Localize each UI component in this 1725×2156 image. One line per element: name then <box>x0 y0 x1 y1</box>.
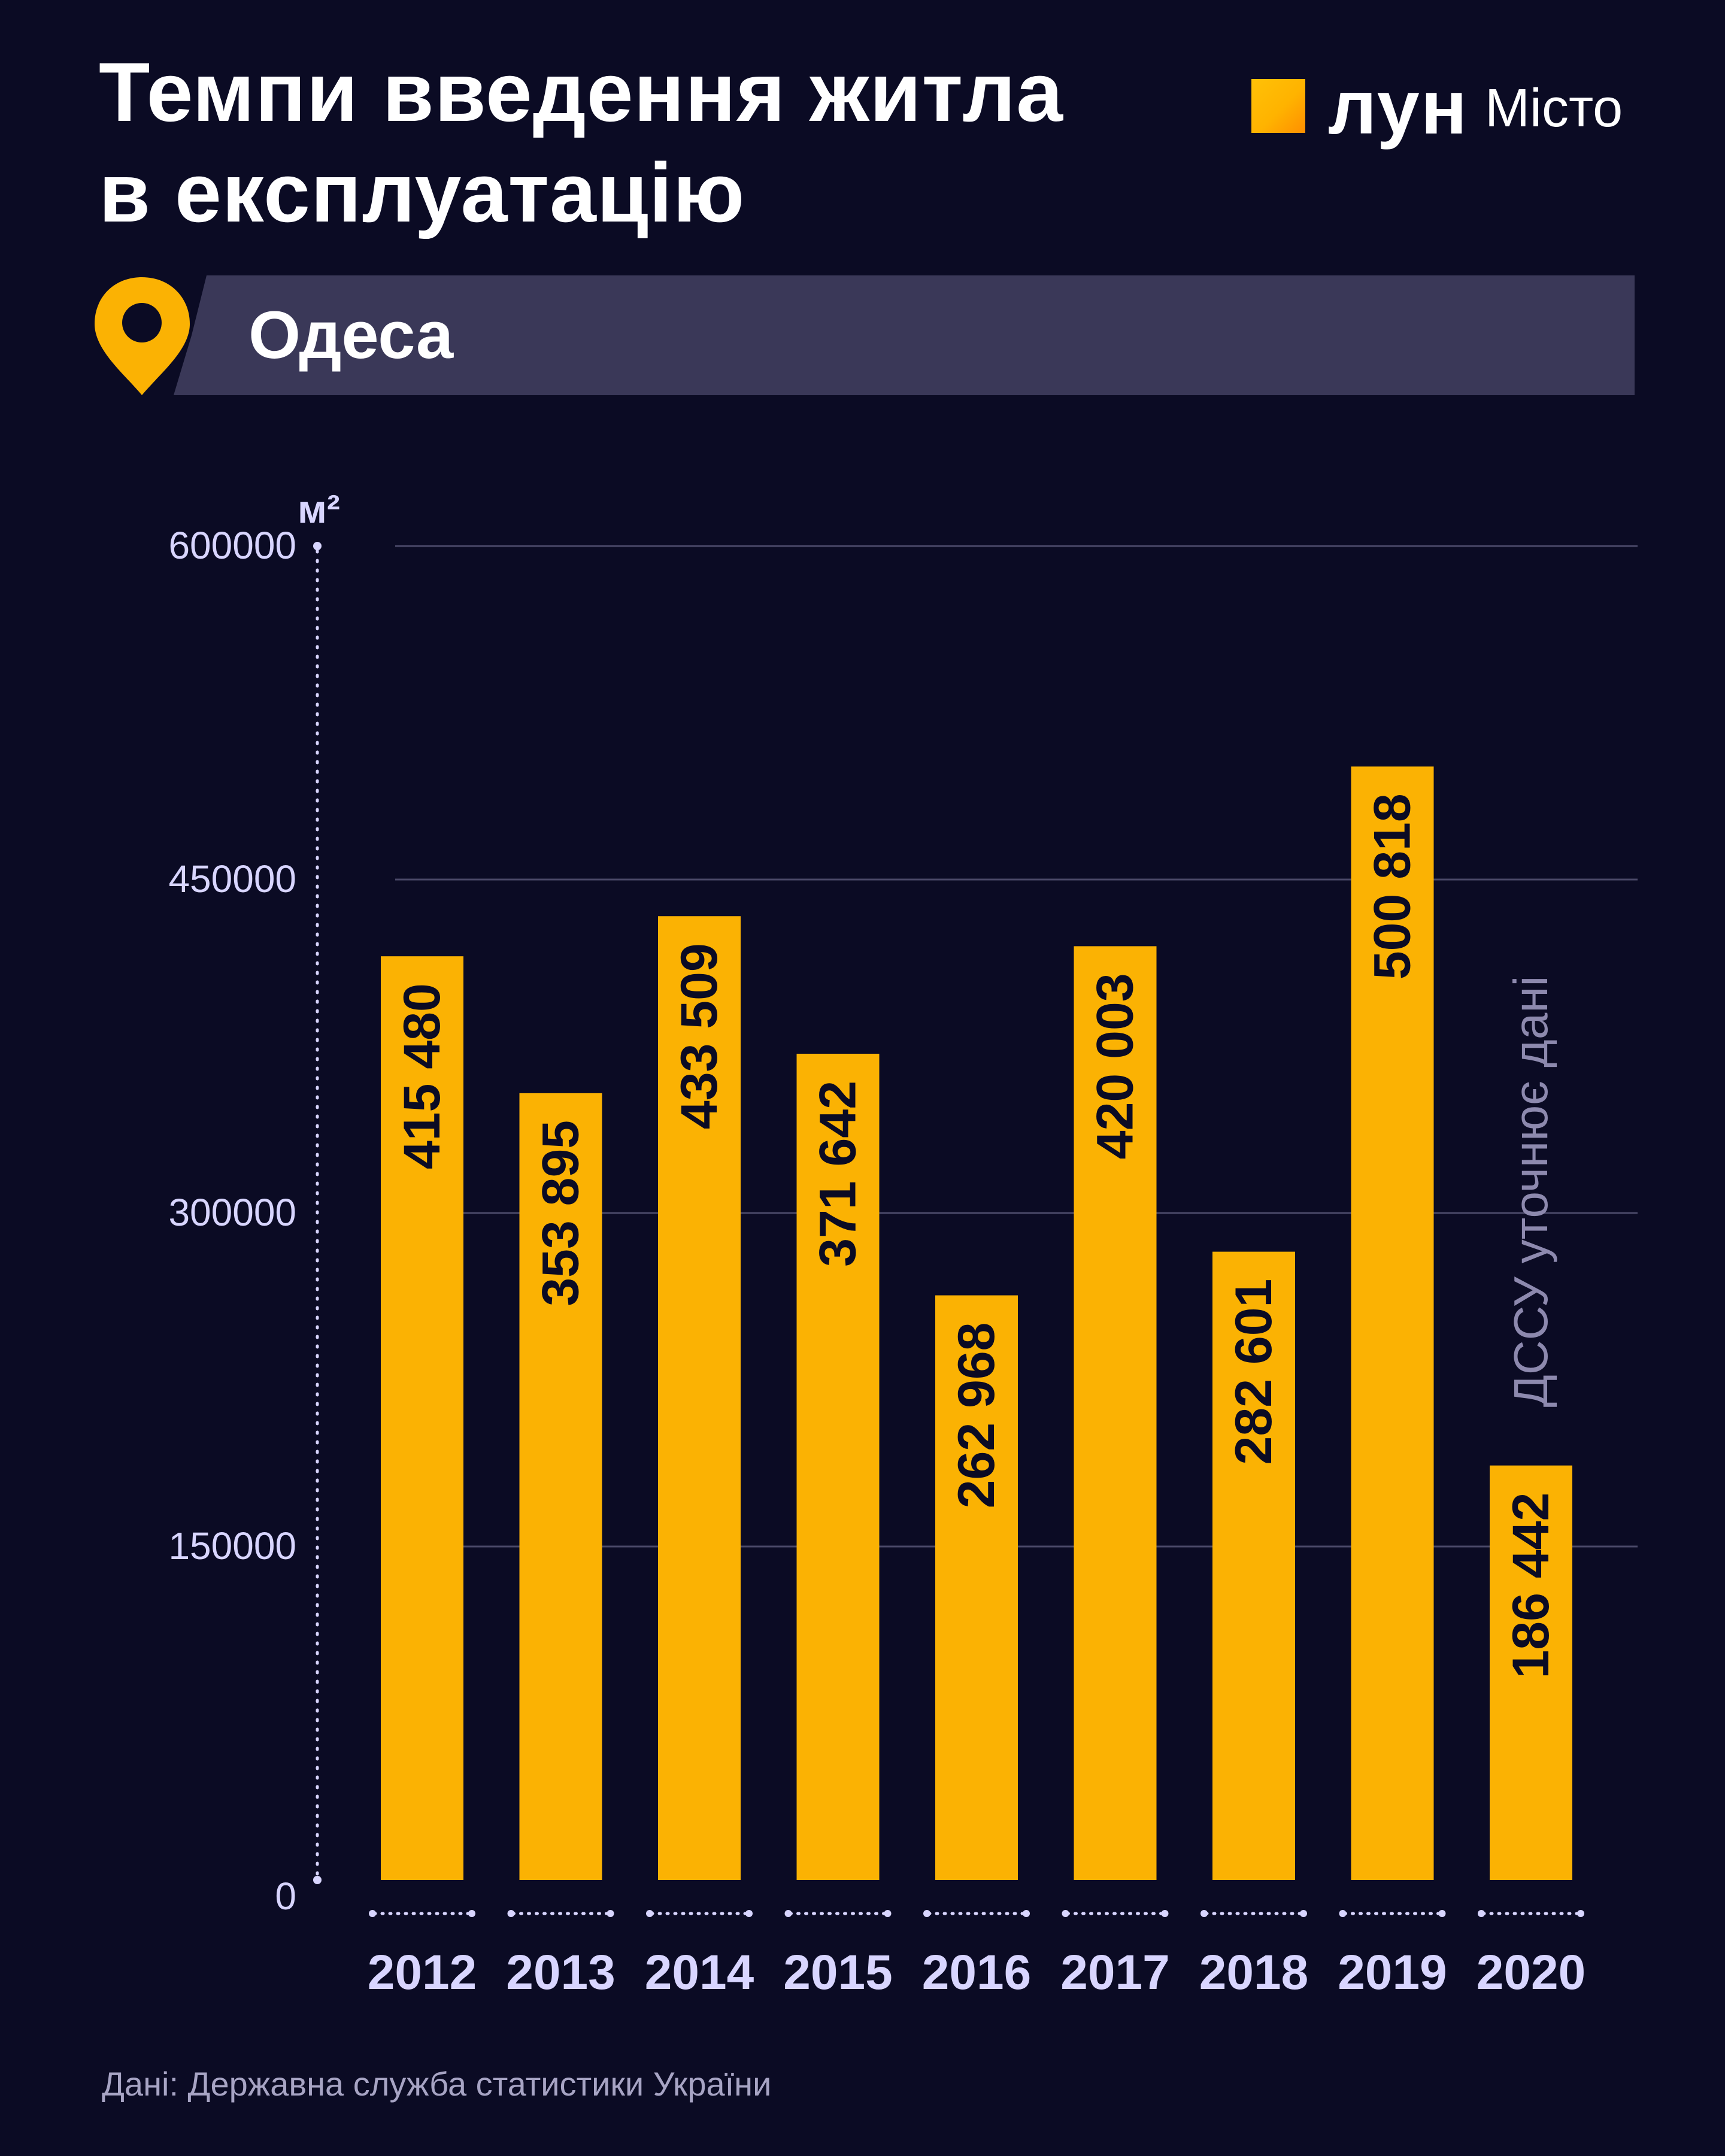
logo-subtitle: Місто <box>1485 78 1623 138</box>
x-tick-label: 2017 <box>1060 1945 1170 2000</box>
bar <box>1490 1465 1572 1880</box>
bar-value-label: 500 818 <box>1364 793 1421 980</box>
x-tick-label: 2018 <box>1199 1945 1309 2000</box>
x-tick-dot <box>468 1910 475 1917</box>
chart-title: Темпи введення житла в експлуатацію <box>99 42 1063 243</box>
x-tick-dot <box>1200 1910 1208 1917</box>
x-tick-dot <box>1300 1910 1307 1917</box>
bar <box>381 956 463 1880</box>
bar-value-label: 433 509 <box>671 943 728 1129</box>
y-tick-label: 300000 <box>168 1191 296 1234</box>
y-axis-top-dot <box>313 542 322 550</box>
location-label: Одеса <box>248 298 454 372</box>
x-tick-label: 2020 <box>1476 1945 1586 2000</box>
x-tick-dot <box>784 1910 792 1917</box>
y-tick-label: 0 <box>275 1875 296 1918</box>
x-tick-label: 2013 <box>506 1945 616 2000</box>
logo-name: лун <box>1328 65 1469 150</box>
x-tick-dot <box>923 1910 930 1917</box>
title-line-1: Темпи введення житла <box>99 45 1064 139</box>
bar-value-label: 353 895 <box>532 1120 590 1306</box>
y-tick-label: 450000 <box>168 857 296 900</box>
x-tick-label: 2012 <box>367 1945 477 2000</box>
x-tick-dot <box>1339 1910 1347 1917</box>
bar-value-label: 282 601 <box>1225 1279 1283 1465</box>
y-axis-bottom-dot <box>313 1876 322 1884</box>
x-tick-dot <box>607 1910 614 1917</box>
map-pin-icon <box>95 277 190 395</box>
x-tick-dot <box>1062 1910 1069 1917</box>
bar <box>1351 766 1434 1880</box>
x-tick-dot <box>1161 1910 1169 1917</box>
x-tick-dot <box>646 1910 653 1917</box>
logo-square-icon <box>1251 79 1305 133</box>
bar <box>1074 946 1157 1880</box>
x-tick-label: 2016 <box>921 1945 1032 2000</box>
bar-value-label: 371 642 <box>810 1081 867 1267</box>
y-tick-label: 600000 <box>168 524 296 567</box>
x-tick-label: 2015 <box>783 1945 893 2000</box>
bar <box>519 1093 602 1880</box>
bar <box>796 1053 880 1880</box>
x-tick-dot <box>884 1910 892 1917</box>
bar-value-label: 420 003 <box>1087 973 1144 1159</box>
x-tick-label: 2019 <box>1338 1945 1447 2000</box>
bar <box>1212 1251 1295 1880</box>
x-tick-dot <box>1023 1910 1030 1917</box>
bar-value-label: 262 968 <box>948 1323 1005 1509</box>
title-line-2: в експлуатацію <box>99 145 745 239</box>
data-revision-note: ДССУ уточнює дані <box>1504 975 1557 1408</box>
y-tick-label: 150000 <box>168 1524 296 1567</box>
x-tick-dot <box>369 1910 376 1917</box>
source-note: Дані: Державна служба статистики України <box>102 2065 772 2103</box>
bar <box>935 1295 1018 1880</box>
bar <box>658 916 741 1880</box>
x-tick-dot <box>745 1910 753 1917</box>
bar-value-label: 186 442 <box>1502 1493 1560 1679</box>
location-banner <box>174 275 1635 395</box>
bar-value-label: 415 480 <box>393 983 451 1169</box>
x-tick-dot <box>1438 1910 1446 1917</box>
x-tick-dot <box>507 1910 515 1917</box>
x-tick-dot <box>1478 1910 1485 1917</box>
y-axis-unit: м² <box>298 487 340 531</box>
x-tick-label: 2014 <box>644 1945 754 2000</box>
x-tick-dot <box>1577 1910 1584 1917</box>
